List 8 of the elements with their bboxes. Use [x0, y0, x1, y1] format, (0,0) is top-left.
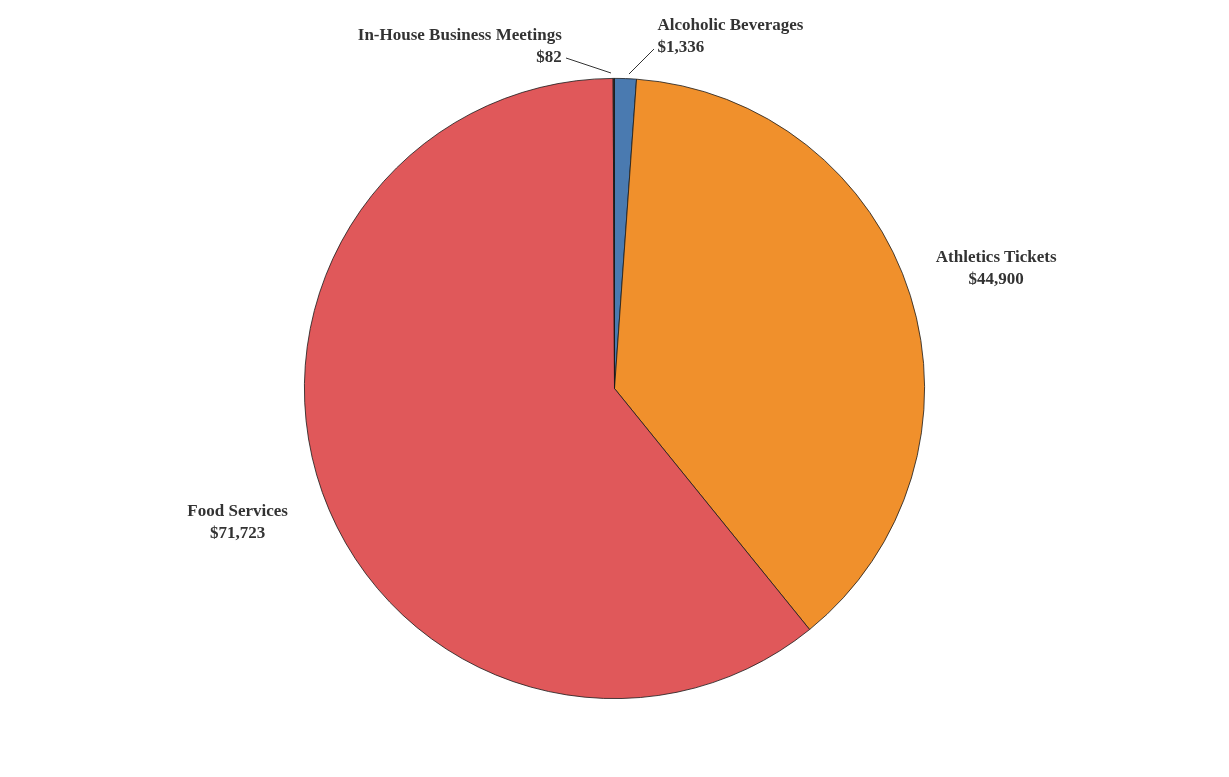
slice-label: Alcoholic Beverages	[657, 14, 804, 34]
data-label: $82	[536, 46, 562, 66]
data-label: $44,900	[968, 268, 1024, 288]
data-label: $1,336	[657, 36, 705, 56]
data-label: $71,723	[210, 523, 266, 543]
slice-label: In-House Business Meetings	[357, 24, 563, 44]
slice-label: Athletics Tickets	[935, 246, 1057, 266]
slice-label: Food Services	[187, 501, 289, 521]
